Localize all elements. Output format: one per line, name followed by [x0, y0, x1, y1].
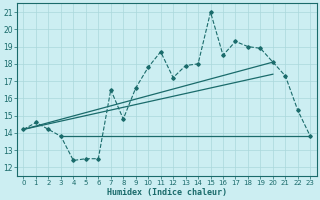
X-axis label: Humidex (Indice chaleur): Humidex (Indice chaleur) [107, 188, 227, 197]
